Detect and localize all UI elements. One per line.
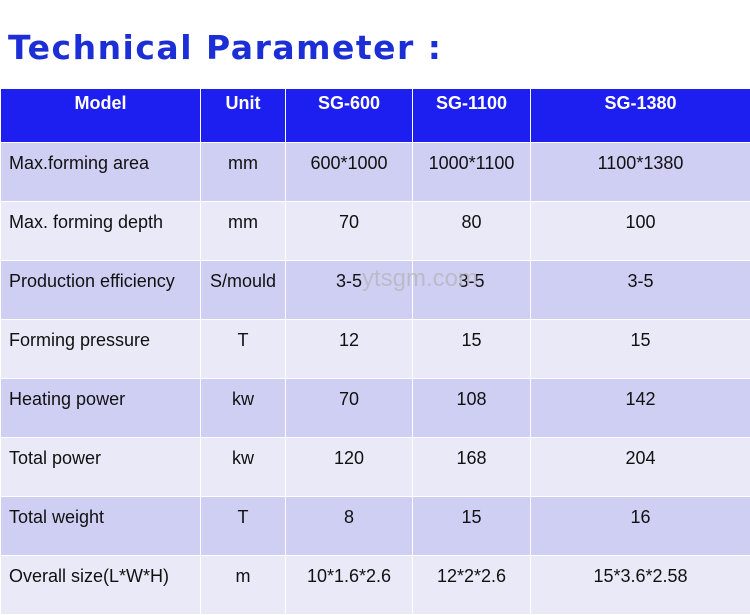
table-row: Overall size(L*W*H) m 10*1.6*2.6 12*2*2.… bbox=[1, 556, 750, 615]
row-label: Production efficiency bbox=[1, 261, 201, 320]
header-sg-600: SG-600 bbox=[286, 89, 413, 143]
header-model: Model bbox=[1, 89, 201, 143]
page-title: Technical Parameter : bbox=[8, 28, 443, 67]
unit-cell: T bbox=[201, 320, 286, 379]
value-cell: 142 bbox=[531, 379, 750, 438]
value-cell: 16 bbox=[531, 497, 750, 556]
value-cell: 80 bbox=[413, 202, 531, 261]
value-cell: 1100*1380 bbox=[531, 143, 750, 202]
unit-cell: kw bbox=[201, 438, 286, 497]
row-label: Overall size(L*W*H) bbox=[1, 556, 201, 615]
value-cell: 12 bbox=[286, 320, 413, 379]
value-cell: 70 bbox=[286, 202, 413, 261]
table-row: Forming pressure T 12 15 15 bbox=[1, 320, 750, 379]
header-sg-1100: SG-1100 bbox=[413, 89, 531, 143]
value-cell: 8 bbox=[286, 497, 413, 556]
unit-cell: mm bbox=[201, 202, 286, 261]
header-unit: Unit bbox=[201, 89, 286, 143]
value-cell: 10*1.6*2.6 bbox=[286, 556, 413, 615]
row-label: Max.forming area bbox=[1, 143, 201, 202]
table-row: Total power kw 120 168 204 bbox=[1, 438, 750, 497]
table-header-row: Model Unit SG-600 SG-1100 SG-1380 bbox=[1, 89, 750, 143]
value-cell: 15 bbox=[531, 320, 750, 379]
unit-cell: m bbox=[201, 556, 286, 615]
header-sg-1380: SG-1380 bbox=[531, 89, 750, 143]
value-cell: 120 bbox=[286, 438, 413, 497]
row-label: Forming pressure bbox=[1, 320, 201, 379]
unit-cell: kw bbox=[201, 379, 286, 438]
table-row: Production efficiency S/mould 3-5 3-5 3-… bbox=[1, 261, 750, 320]
table-row: Total weight T 8 15 16 bbox=[1, 497, 750, 556]
value-cell: 3-5 bbox=[413, 261, 531, 320]
unit-cell: mm bbox=[201, 143, 286, 202]
value-cell: 3-5 bbox=[286, 261, 413, 320]
value-cell: 1000*1100 bbox=[413, 143, 531, 202]
row-label: Total weight bbox=[1, 497, 201, 556]
table-row: Heating power kw 70 108 142 bbox=[1, 379, 750, 438]
value-cell: 12*2*2.6 bbox=[413, 556, 531, 615]
value-cell: 15*3.6*2.58 bbox=[531, 556, 750, 615]
parameter-table: Model Unit SG-600 SG-1100 SG-1380 Max.fo… bbox=[0, 88, 750, 615]
value-cell: 204 bbox=[531, 438, 750, 497]
table-row: Max.forming area mm 600*1000 1000*1100 1… bbox=[1, 143, 750, 202]
value-cell: 108 bbox=[413, 379, 531, 438]
unit-cell: T bbox=[201, 497, 286, 556]
value-cell: 100 bbox=[531, 202, 750, 261]
table-row: Max. forming depth mm 70 80 100 bbox=[1, 202, 750, 261]
value-cell: 168 bbox=[413, 438, 531, 497]
row-label: Heating power bbox=[1, 379, 201, 438]
value-cell: 15 bbox=[413, 320, 531, 379]
value-cell: 600*1000 bbox=[286, 143, 413, 202]
row-label: Max. forming depth bbox=[1, 202, 201, 261]
value-cell: 3-5 bbox=[531, 261, 750, 320]
value-cell: 15 bbox=[413, 497, 531, 556]
unit-cell: S/mould bbox=[201, 261, 286, 320]
value-cell: 70 bbox=[286, 379, 413, 438]
row-label: Total power bbox=[1, 438, 201, 497]
